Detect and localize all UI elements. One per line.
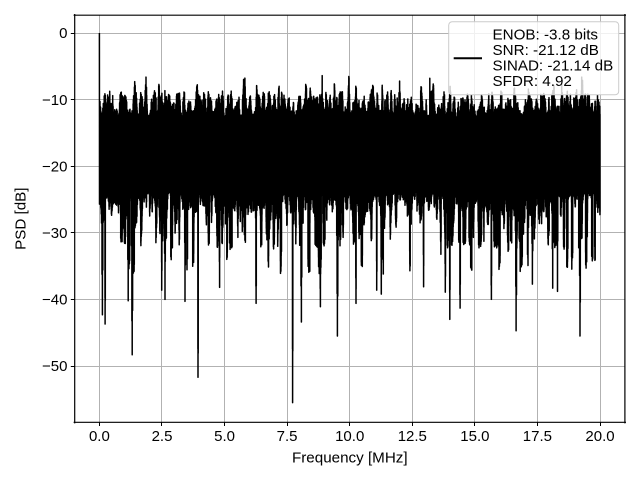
svg-text:17.5: 17.5 (523, 428, 552, 445)
svg-text:SINAD: -21.14 dB: SINAD: -21.14 dB (493, 57, 614, 74)
svg-text:Frequency [MHz]: Frequency [MHz] (292, 450, 408, 467)
svg-text:20.0: 20.0 (585, 428, 614, 445)
svg-text:0: 0 (59, 25, 67, 42)
svg-text:10.0: 10.0 (335, 428, 364, 445)
svg-text:−50: −50 (42, 358, 67, 375)
svg-text:−30: −30 (42, 225, 67, 242)
svg-text:5.0: 5.0 (214, 428, 235, 445)
svg-text:−40: −40 (42, 292, 67, 309)
svg-text:15.0: 15.0 (460, 428, 489, 445)
svg-text:12.5: 12.5 (398, 428, 427, 445)
svg-text:SFDR: 4.92: SFDR: 4.92 (493, 73, 572, 90)
svg-text:2.5: 2.5 (152, 428, 173, 445)
svg-text:−20: −20 (42, 158, 67, 175)
svg-text:SNR: -21.12 dB: SNR: -21.12 dB (493, 42, 599, 59)
svg-text:7.5: 7.5 (277, 428, 298, 445)
svg-text:ENOB: -3.8 bits: ENOB: -3.8 bits (493, 26, 599, 43)
svg-text:PSD [dB]: PSD [dB] (13, 187, 30, 249)
svg-text:−10: −10 (42, 92, 67, 109)
svg-text:0.0: 0.0 (89, 428, 110, 445)
